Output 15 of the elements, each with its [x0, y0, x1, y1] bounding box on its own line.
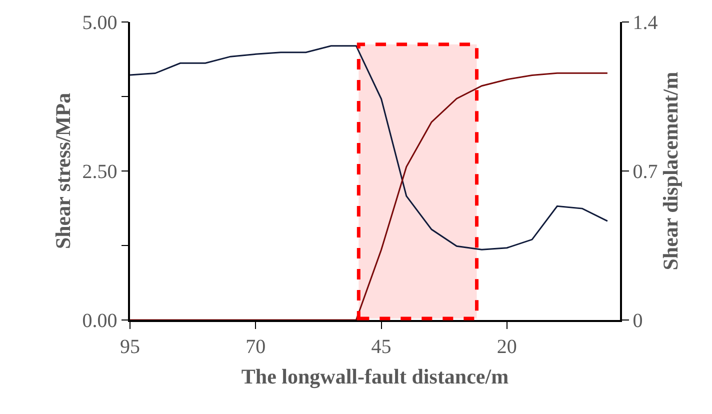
- x-tick-label: 95: [120, 336, 140, 358]
- y2-tick-label: 1.4: [632, 12, 658, 34]
- y-tick-label: 2.50: [82, 161, 118, 183]
- x-tick-label: 45: [371, 336, 392, 358]
- y2-tick-label: 0.7: [632, 161, 658, 183]
- line-series: [130, 72, 608, 320]
- y-tick-label: 0.00: [82, 310, 118, 332]
- x-axis-title: The longwall-fault distance/m: [241, 364, 510, 388]
- x-tick-label: 20: [496, 336, 517, 358]
- y2-axis-title: Shear displacement/m: [658, 71, 682, 270]
- x-tick-label: 70: [246, 336, 266, 358]
- y2-tick-label: 0: [632, 310, 643, 332]
- line-series: [130, 45, 608, 250]
- y-axis-title: Shear stress/MPa: [50, 92, 75, 250]
- y-tick-label: 5.00: [82, 12, 118, 34]
